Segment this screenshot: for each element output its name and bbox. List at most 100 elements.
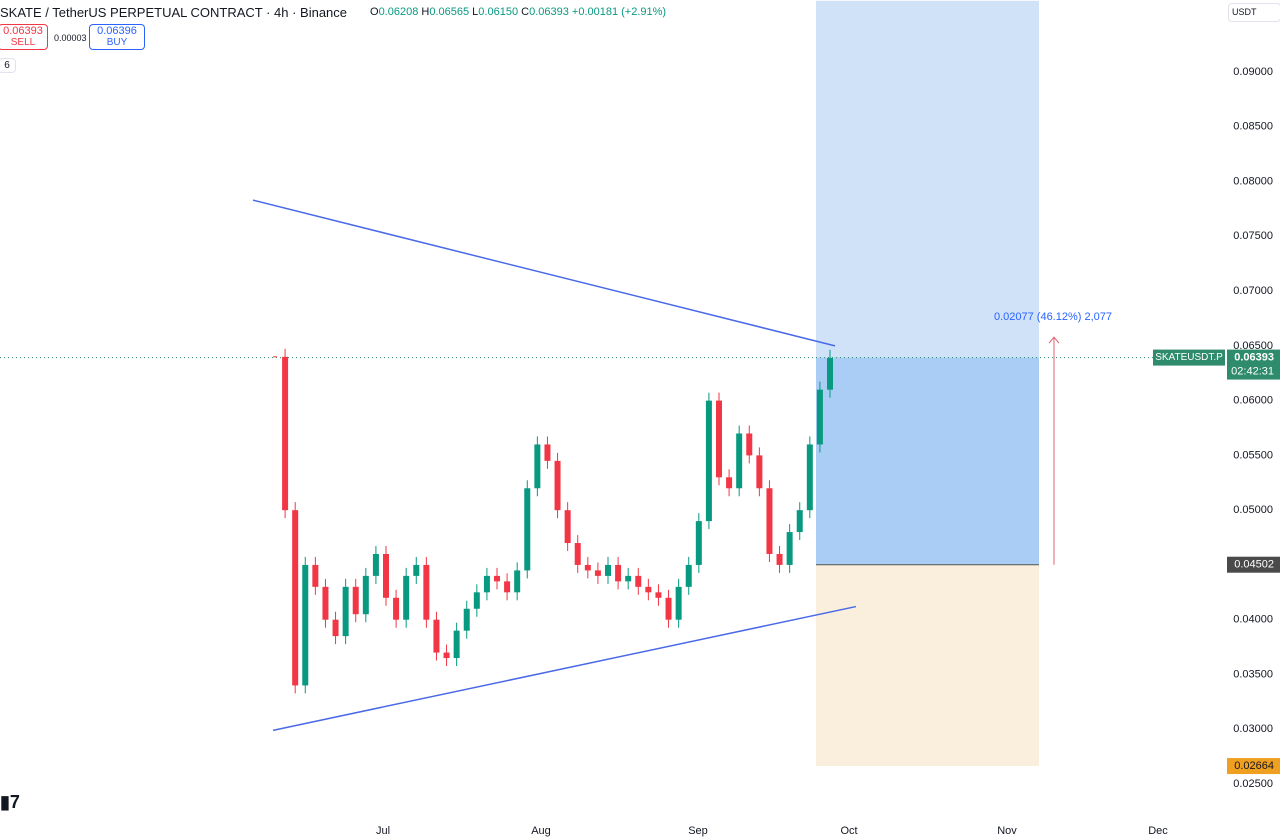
stop-price-label: 0.02664 [1234, 760, 1274, 772]
candle [302, 564, 309, 686]
candle [403, 575, 410, 620]
ohlc-label: H [421, 6, 430, 18]
candle [615, 564, 622, 582]
entry-price-label: 0.04502 [1234, 559, 1274, 571]
ohlc-value: 0.06393 [529, 6, 569, 18]
candle [605, 564, 611, 576]
candle [443, 652, 450, 659]
candle [827, 357, 833, 390]
candle [635, 575, 642, 587]
candle [332, 619, 339, 637]
candle [705, 400, 712, 522]
candle [806, 444, 813, 511]
candle [776, 553, 783, 565]
y-tick-label: 0.08000 [1233, 175, 1273, 187]
y-tick-label: 0.06500 [1233, 340, 1273, 352]
ohlc-value: 0.06565 [429, 6, 470, 18]
sell-price: 0.06393 [3, 25, 43, 37]
candle [655, 592, 662, 598]
y-tick-label: 0.05000 [1233, 504, 1273, 516]
candle [675, 586, 682, 620]
buy-label: BUY [106, 37, 128, 48]
logo: ▮7 [0, 792, 20, 812]
candle [473, 592, 480, 609]
candle [322, 586, 329, 620]
x-tick-label: Sep [688, 825, 708, 837]
current-price-label: 0.06393 [1234, 351, 1274, 363]
candle [816, 389, 823, 445]
candle [372, 553, 379, 576]
sell-label: SELL [10, 37, 36, 48]
buy-price: 0.06396 [97, 25, 137, 37]
y-tick-label: 0.03000 [1233, 723, 1273, 735]
spread: 0.00003 [54, 33, 87, 43]
candle [796, 510, 803, 533]
candle [292, 510, 299, 686]
candle [736, 433, 743, 489]
x-tick-label: Jul [376, 825, 390, 837]
candle [483, 575, 490, 593]
candle [594, 570, 601, 576]
candle [544, 444, 551, 461]
buy-button[interactable]: 0.06396 BUY [89, 24, 145, 50]
ohlc-value: 0.06150 [478, 6, 519, 18]
candle [413, 564, 420, 576]
y-tick-label: 0.06000 [1233, 395, 1273, 407]
candle [524, 488, 531, 571]
loss-zone [816, 564, 1039, 767]
x-tick-label: Oct [840, 825, 857, 837]
y-tick-label: 0.07000 [1233, 285, 1273, 297]
ohlc: O0.06208 H0.06565 L0.06150 C0.06393 +0.0… [370, 6, 666, 18]
y-tick-label: 0.08500 [1233, 121, 1273, 133]
symbol-tag-bg [1153, 349, 1225, 366]
candle [746, 433, 753, 456]
candle [453, 630, 460, 659]
candle [534, 444, 541, 489]
candle [342, 586, 349, 637]
ohlc-label: O [370, 6, 379, 18]
candle [433, 619, 440, 653]
stop-price-bg [1227, 758, 1280, 775]
currency-select[interactable]: USDT [1228, 3, 1280, 22]
candle [352, 586, 359, 615]
candle [695, 521, 702, 565]
candle [584, 564, 591, 571]
ohlc-label: C [521, 6, 530, 18]
x-tick-label: Aug [531, 825, 551, 837]
arrow-head [1048, 336, 1060, 344]
target-label: 0.02077 (46.12%) 2,077 [994, 311, 1112, 323]
y-tick-label: 0.02500 [1233, 778, 1273, 790]
symbol-title[interactable]: SKATE / TetherUS PERPETUAL CONTRACT · 4h… [0, 5, 348, 20]
entry-price-bg [1227, 556, 1280, 573]
symbol-tag: SKATEUSDT.P [1155, 352, 1223, 363]
x-tick-label: Dec [1148, 825, 1168, 837]
candle [494, 575, 500, 582]
x-tick-label: Nov [997, 825, 1017, 837]
candle [312, 564, 319, 587]
y-tick-label: 0.04000 [1233, 614, 1273, 626]
candle [665, 597, 672, 620]
candle [766, 488, 773, 554]
indicators-toggle[interactable]: 6 [0, 58, 16, 73]
ohlc-value: 0.06208 [378, 6, 419, 18]
candle [282, 356, 289, 511]
y-tick-label: 0.09000 [1233, 66, 1273, 78]
candle [574, 543, 581, 565]
sell-button[interactable]: 0.06393 SELL [0, 24, 48, 50]
candle [362, 575, 369, 615]
y-tick-label: 0.05500 [1233, 449, 1273, 461]
trendline [272, 605, 857, 732]
ohlc-label: L [472, 6, 479, 18]
candle [393, 597, 400, 620]
candle [726, 477, 733, 489]
candle [514, 570, 521, 593]
candle [716, 400, 722, 478]
candle [645, 586, 652, 593]
y-tick-label: 0.03500 [1233, 668, 1273, 680]
candle [756, 455, 763, 489]
candle [383, 553, 389, 598]
candle [685, 564, 692, 587]
trendline [252, 199, 836, 347]
